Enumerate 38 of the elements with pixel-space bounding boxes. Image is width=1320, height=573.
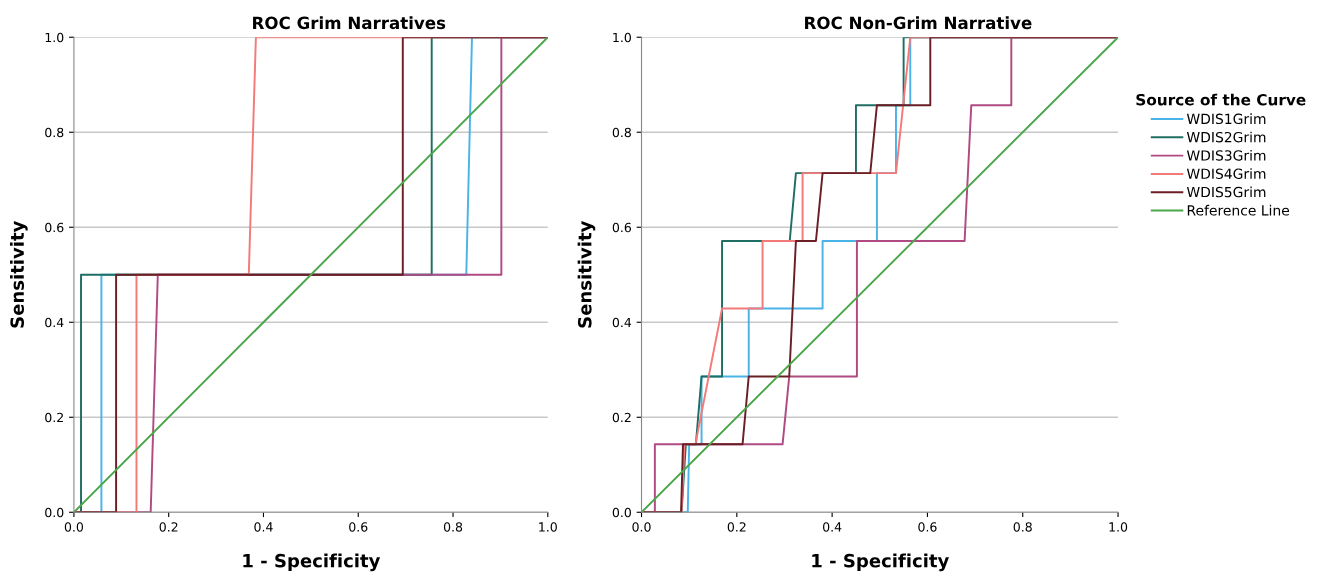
x-tick-label: 0.2	[159, 522, 178, 532]
x-tick-label: 0.4	[254, 522, 273, 532]
y-axis-title: Sensitivity	[10, 220, 28, 328]
x-tick-label: 1.0	[1109, 522, 1128, 532]
x-tick-label: 0.0	[632, 522, 651, 532]
x-axis-title: 1 - Specificity	[812, 553, 949, 572]
legend-label: Reference Line	[1187, 204, 1290, 216]
y-axis-title: Sensitivity	[577, 220, 596, 328]
legend-label: WDIS4Grim	[1186, 168, 1266, 179]
x-tick-label: 0.2	[727, 522, 746, 532]
y-tick-label: 0.8	[45, 127, 64, 138]
x-tick-label: 1.0	[539, 522, 557, 532]
chart-title: ROC Grim Narratives	[253, 16, 446, 30]
chart-title: ROC Non-Grim Narrative	[805, 16, 1032, 30]
y-tick-label: 1.0	[45, 32, 64, 43]
x-tick-label: 0.8	[443, 522, 463, 532]
legend-title: Source of the Curve	[1136, 93, 1306, 106]
legend-label: WDIS3Grim	[1186, 149, 1266, 161]
x-tick-label: 0.0	[64, 522, 84, 532]
x-tick-label: 0.6	[918, 522, 937, 532]
x-axis-title: 1 - Specificity	[243, 553, 381, 572]
x-tick-label: 0.6	[349, 522, 368, 532]
legend-label: WDIS5Grim	[1186, 186, 1266, 198]
y-tick-label: 0.4	[45, 317, 64, 328]
y-tick-label: 0.0	[612, 507, 631, 518]
y-tick-label: 0.4	[612, 317, 632, 328]
y-tick-label: 0.6	[45, 222, 64, 233]
y-tick-label: 1.0	[613, 32, 631, 43]
legend-label: WDIS1Grim	[1186, 113, 1266, 125]
x-tick-label: 0.8	[1013, 522, 1032, 532]
y-tick-label: 0.8	[612, 127, 631, 138]
y-tick-label: 0.2	[45, 412, 63, 423]
y-tick-label: 0.2	[612, 412, 631, 423]
line-series	[641, 37, 1119, 513]
legend-label: WDIS2Grim	[1186, 131, 1266, 143]
y-tick-label: 0.0	[45, 507, 64, 518]
y-tick-label: 0.6	[612, 222, 632, 233]
x-tick-label: 0.4	[823, 522, 842, 532]
